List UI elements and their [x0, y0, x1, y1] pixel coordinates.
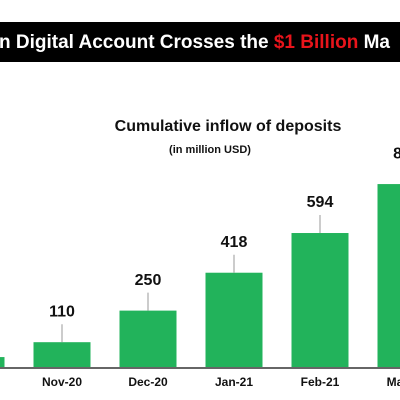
bar: [0, 357, 5, 367]
unit-note: (in million USD): [169, 144, 251, 156]
value-label: 110: [49, 303, 75, 320]
x-tick-label: Dec-20: [128, 375, 168, 389]
title-part: n Digital Account Crosses the: [0, 32, 274, 53]
bar: [377, 184, 400, 367]
bar: [205, 272, 263, 367]
x-tick-label: Jan-21: [215, 375, 253, 389]
x-tick-label: Feb-21: [301, 375, 340, 389]
bar: [119, 310, 177, 367]
title-part: Ma: [358, 32, 390, 53]
title-bar: [0, 22, 400, 62]
value-label: 594: [307, 194, 334, 211]
value-label: 811: [393, 145, 400, 162]
title-highlight: $1 Billion: [274, 32, 358, 53]
chart-subtitle: Cumulative inflow of deposits: [115, 118, 342, 135]
bar: [33, 342, 91, 367]
bar: [291, 233, 349, 367]
x-tick-label: Mar-21: [387, 375, 400, 389]
chart-title: n Digital Account Crosses the $1 Billion…: [0, 32, 390, 53]
value-label: 250: [135, 272, 162, 289]
x-tick-label: Nov-20: [42, 375, 82, 389]
value-label: 418: [221, 234, 248, 251]
